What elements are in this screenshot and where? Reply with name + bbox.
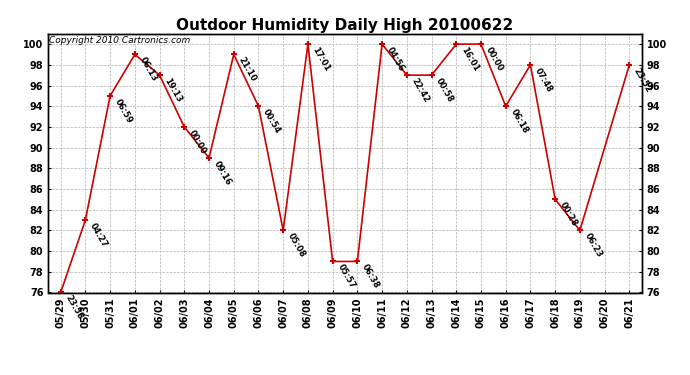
Text: 17:01: 17:01 bbox=[310, 45, 332, 73]
Text: 16:01: 16:01 bbox=[459, 45, 480, 73]
Text: 04:27: 04:27 bbox=[88, 222, 109, 249]
Text: 04:56: 04:56 bbox=[385, 45, 406, 73]
Text: 00:58: 00:58 bbox=[434, 76, 455, 104]
Text: 06:38: 06:38 bbox=[360, 263, 381, 290]
Text: Copyright 2010 Cartronics.com: Copyright 2010 Cartronics.com bbox=[50, 36, 190, 45]
Text: 23:52: 23:52 bbox=[632, 66, 653, 94]
Text: 07:48: 07:48 bbox=[533, 66, 554, 94]
Text: 23:58: 23:58 bbox=[63, 294, 85, 321]
Text: 05:08: 05:08 bbox=[286, 232, 307, 259]
Text: 22:42: 22:42 bbox=[410, 76, 431, 104]
Title: Outdoor Humidity Daily High 20100622: Outdoor Humidity Daily High 20100622 bbox=[177, 18, 513, 33]
Text: 06:18: 06:18 bbox=[509, 108, 530, 135]
Text: 05:57: 05:57 bbox=[335, 263, 357, 290]
Text: 09:16: 09:16 bbox=[212, 159, 233, 187]
Text: 06:13: 06:13 bbox=[137, 56, 159, 83]
Text: 00:00: 00:00 bbox=[484, 45, 505, 73]
Text: 00:00: 00:00 bbox=[187, 128, 208, 156]
Text: 00:54: 00:54 bbox=[262, 108, 282, 135]
Text: 00:28: 00:28 bbox=[558, 201, 579, 228]
Text: 06:23: 06:23 bbox=[582, 232, 604, 260]
Text: 21:10: 21:10 bbox=[237, 56, 257, 84]
Text: 06:59: 06:59 bbox=[113, 97, 134, 125]
Text: 19:13: 19:13 bbox=[162, 76, 184, 104]
